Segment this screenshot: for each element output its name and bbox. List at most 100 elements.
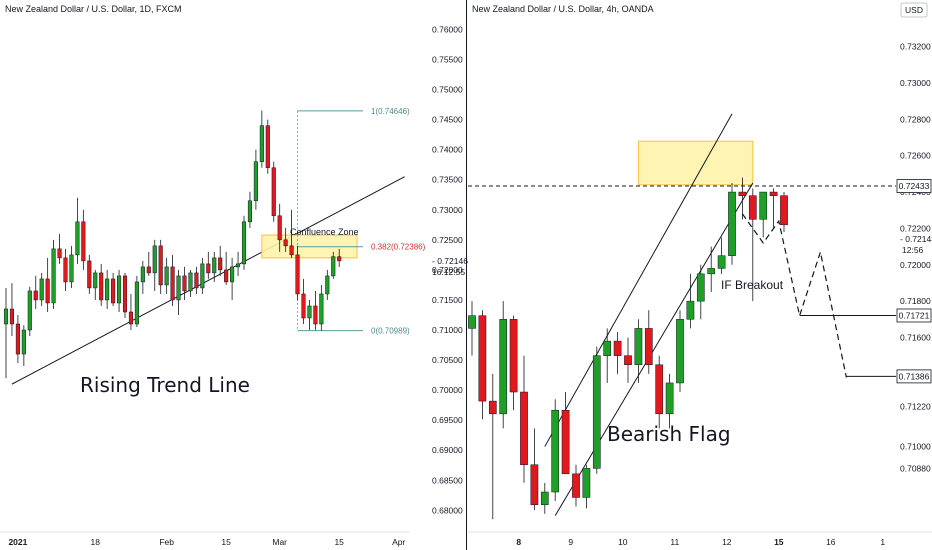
candle-body: [152, 245, 157, 274]
left-candles: [3, 110, 342, 379]
currency-label: USD: [905, 5, 923, 15]
candle-body: [603, 340, 612, 356]
right-chart-panel[interactable]: New Zealand Dollar / U.S. Dollar, 4h, OA…: [468, 4, 932, 547]
candle-body: [592, 355, 601, 469]
left-x-tick-label: 15: [221, 537, 231, 547]
candle-body: [111, 278, 116, 304]
left-x-tick-label: Mar: [272, 537, 287, 547]
supply-zone-box: [637, 140, 754, 186]
candle-body: [271, 167, 276, 217]
left-y-tick-label: 0.75000: [432, 85, 463, 95]
left-price-axis[interactable]: 0.68000 0.68500 0.69000 0.69500 0.70000 0.705…: [432, 24, 468, 515]
right-supply-zone-group: [637, 140, 754, 186]
candle-body: [51, 248, 56, 304]
left-fib-group: 1(0.74646) 0.382(0.72386) 0(0.70989): [297, 107, 426, 336]
target-price-tag: 0.71721: [899, 310, 930, 320]
candle-body: [337, 256, 342, 262]
left-chart-title: New Zealand Dollar / U.S. Dollar, 1D, FX…: [5, 4, 182, 14]
resistance-price-tag: 0.72433: [899, 181, 930, 191]
right-x-tick-label: 12: [722, 537, 732, 547]
right-x-tick-label: 11: [670, 537, 679, 547]
candle-body: [769, 191, 778, 196]
candle-body: [164, 266, 169, 286]
resistance-price-tag-box: [896, 179, 932, 193]
candle-body: [478, 315, 487, 402]
candle-body: [655, 364, 664, 415]
candle-body: [39, 278, 44, 301]
left-y-tick-label: 0.68500: [432, 475, 463, 485]
candle-body: [230, 266, 235, 283]
left-x-tick-label: 18: [91, 537, 101, 547]
left-trend-line-group: [11, 176, 405, 385]
candle-body: [9, 308, 14, 325]
right-y-tick-label: 0.72000: [900, 260, 931, 270]
candle-body: [27, 290, 32, 331]
candle-body: [134, 281, 139, 325]
channel-upper-line: [544, 113, 733, 447]
right-price-tag: - 0.72143: [900, 234, 932, 244]
candle-body: [728, 191, 736, 256]
candle-body: [572, 473, 580, 498]
candle-body: [128, 311, 133, 325]
candle-body: [182, 275, 187, 292]
candle-body: [644, 328, 653, 366]
projection-path: [741, 213, 847, 378]
candle-body: [188, 272, 193, 292]
candle-body: [45, 278, 50, 304]
target-price-tag-box: [896, 369, 932, 384]
currency-badge[interactable]: USD: [900, 2, 928, 18]
right-y-tick-label: 0.73000: [900, 78, 931, 88]
left-chart-panel[interactable]: New Zealand Dollar / U.S. Dollar, 1D, FX…: [0, 4, 426, 547]
candle-body: [15, 323, 20, 355]
right-y-tick-label: 0.73200: [900, 42, 931, 52]
right-price-axis[interactable]: 0.708800.710000.712200.714000.716000.718…: [896, 42, 932, 474]
right-x-axis: 8 9 10 11 12 15 16 1: [516, 537, 885, 547]
candle-body: [99, 272, 104, 301]
candle-body: [218, 257, 223, 271]
right-x-tick-label: 9: [568, 537, 573, 547]
left-y-tick-label: 0.75500: [432, 55, 463, 65]
candle-body: [307, 305, 312, 319]
if-breakout-label: IF Breakout: [721, 278, 784, 292]
candle-body: [289, 245, 294, 256]
candle-body: [748, 195, 757, 220]
candle-body: [33, 290, 38, 301]
candle-body: [676, 319, 684, 384]
left-x-tick-label: Feb: [159, 537, 174, 547]
target-price-tag-box: [896, 308, 932, 323]
left-y-tick-label: 0.69000: [432, 445, 463, 455]
candle-body: [277, 215, 282, 241]
candle-body: [170, 266, 175, 301]
candle-body: [105, 278, 110, 301]
candle-body: [509, 319, 518, 393]
candle-body: [551, 409, 560, 493]
left-y-tick-label: 0.72500: [432, 235, 463, 245]
candle-body: [325, 275, 330, 295]
right-y-tick-label: 0.71000: [900, 442, 931, 452]
right-y-tick-label: 0.72600: [900, 151, 931, 161]
candle-body: [707, 268, 716, 275]
candle-body: [582, 468, 591, 498]
candle-body: [613, 340, 622, 356]
candle-body: [247, 200, 252, 223]
candle-body: [21, 329, 26, 355]
confluence-zone-label: Confluence Zone: [290, 227, 359, 237]
bearish-flag-label: Bearish Flag: [607, 422, 731, 446]
channel-lower-line: [554, 182, 754, 516]
candle-body: [140, 266, 145, 283]
candle-body: [81, 221, 86, 262]
candle-body: [319, 293, 324, 325]
fib-level-label: 1(0.74646): [371, 107, 410, 116]
right-x-tick-label: 10: [618, 537, 628, 547]
left-x-axis: 2021 18 Feb 15 Mar 15 Apr: [8, 537, 405, 547]
fib-level-label: 0(0.70989): [371, 327, 410, 336]
candle-body: [624, 355, 632, 366]
left-y-tick-label: 0.71000: [432, 325, 463, 335]
rising-trend-line: [11, 176, 405, 385]
left-countdown: 16:12:55: [432, 267, 465, 277]
left-y-tick-label: 0.72000: [432, 265, 463, 275]
candle-body: [253, 161, 258, 202]
left-y-tick-label: 0.73000: [432, 205, 463, 215]
target-price-tag: 0.71386: [899, 371, 930, 381]
